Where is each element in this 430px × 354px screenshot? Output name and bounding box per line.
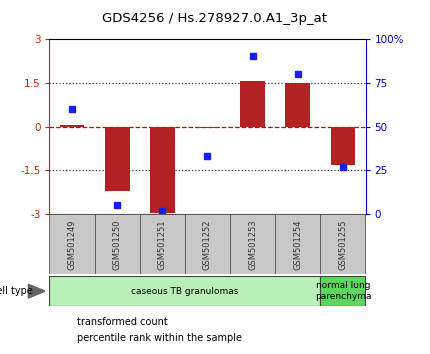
- Bar: [95, 214, 140, 274]
- Bar: [195, 127, 220, 128]
- Bar: [185, 214, 230, 274]
- Text: normal lung
parenchyma: normal lung parenchyma: [315, 281, 371, 301]
- Bar: [105, 127, 129, 191]
- Bar: [60, 125, 84, 127]
- Bar: [320, 276, 366, 306]
- Bar: [331, 127, 355, 165]
- Polygon shape: [28, 284, 45, 298]
- Bar: [320, 214, 366, 274]
- Text: cell type: cell type: [0, 286, 33, 296]
- Bar: [150, 127, 175, 213]
- Bar: [49, 214, 95, 274]
- Text: GDS4256 / Hs.278927.0.A1_3p_at: GDS4256 / Hs.278927.0.A1_3p_at: [102, 12, 328, 25]
- Text: GSM501253: GSM501253: [248, 219, 257, 270]
- Text: GSM501249: GSM501249: [68, 219, 77, 269]
- Bar: [230, 214, 275, 274]
- Bar: [140, 214, 185, 274]
- Bar: [286, 83, 310, 127]
- Text: GSM501254: GSM501254: [293, 219, 302, 269]
- Bar: [275, 214, 320, 274]
- Text: GSM501250: GSM501250: [113, 219, 122, 269]
- Bar: [49, 276, 320, 306]
- Text: percentile rank within the sample: percentile rank within the sample: [77, 333, 243, 343]
- Text: GSM501251: GSM501251: [158, 219, 167, 269]
- Text: caseous TB granulomas: caseous TB granulomas: [131, 287, 239, 296]
- Bar: [240, 81, 265, 127]
- Text: GSM501252: GSM501252: [203, 219, 212, 269]
- Text: transformed count: transformed count: [77, 317, 168, 327]
- Text: GSM501255: GSM501255: [338, 219, 347, 269]
